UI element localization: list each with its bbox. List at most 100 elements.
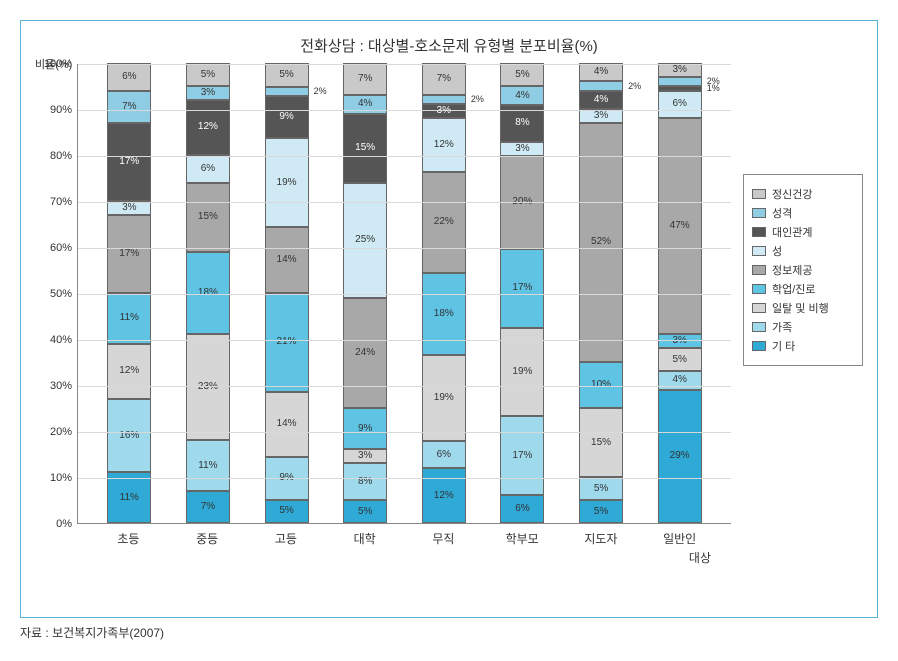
legend-swatch [752, 265, 766, 275]
segment-label: 4% [594, 95, 608, 105]
segment-label: 5% [201, 70, 215, 80]
legend-item: 일탈 및 비행 [752, 300, 854, 316]
bar-segment: 15% [343, 114, 387, 183]
segment-label: 6% [515, 504, 529, 514]
y-tick-label: 60% [38, 242, 72, 254]
bar-segment: 25% [343, 183, 387, 298]
segment-label: 2% [628, 82, 641, 91]
bar-segment: 5% [265, 500, 309, 523]
segment-label: 24% [355, 348, 375, 358]
segment-label: 3% [672, 336, 686, 346]
bar-segment: 12% [422, 468, 466, 523]
bar-segment: 2% [265, 87, 309, 96]
y-tick-label: 100% [38, 58, 72, 70]
legend-swatch [752, 227, 766, 237]
legend-label: 성격 [772, 205, 792, 221]
legend-label: 학업/진로 [772, 281, 816, 297]
y-tick-label: 70% [38, 196, 72, 208]
segment-label: 23% [198, 382, 218, 392]
segment-label: 17% [512, 451, 532, 461]
bar-segment: 3% [658, 63, 702, 77]
segment-label: 6% [122, 72, 136, 82]
segment-label: 19% [434, 393, 454, 403]
segment-label: 3% [201, 88, 215, 98]
bar-segment: 3% [186, 86, 230, 100]
segment-label: 3% [122, 203, 136, 213]
segment-label: 7% [437, 74, 451, 84]
bar-segment: 16% [107, 399, 151, 473]
bar-segment: 21% [265, 293, 309, 392]
segment-label: 10% [591, 380, 611, 390]
segment-label: 5% [594, 484, 608, 494]
y-tick-label: 30% [38, 380, 72, 392]
legend-swatch [752, 208, 766, 218]
legend-item: 학업/진로 [752, 281, 854, 297]
legend-swatch [752, 322, 766, 332]
bar-segment: 5% [658, 348, 702, 371]
segment-label: 19% [512, 367, 532, 377]
segment-label: 12% [434, 140, 454, 150]
bar-segment: 52% [579, 123, 623, 362]
segment-label: 4% [515, 91, 529, 101]
bar-segment: 4% [579, 63, 623, 81]
segment-label: 5% [515, 70, 529, 80]
y-tick-label: 40% [38, 334, 72, 346]
bar-segment: 2% [579, 81, 623, 90]
segment-label: 17% [119, 249, 139, 259]
segment-label: 12% [434, 491, 454, 501]
legend-label: 성 [772, 243, 782, 259]
segment-label: 11% [120, 313, 139, 323]
bar-segment: 6% [186, 155, 230, 183]
bar-segment: 24% [343, 298, 387, 408]
segment-label: 15% [591, 438, 611, 448]
x-axis-labels: 초등중등고등대학무직학부모지도자일반인 [77, 524, 731, 547]
bar-segment: 5% [500, 63, 544, 86]
segment-label: 18% [434, 309, 454, 319]
x-tick-label: 지도자 [571, 530, 631, 547]
bar-segment: 5% [579, 500, 623, 523]
segment-label: 12% [198, 122, 218, 132]
grid-line [78, 248, 731, 249]
bar-segment: 3% [579, 109, 623, 123]
bar-segment: 6% [658, 91, 702, 119]
legend-item: 정신건강 [752, 186, 854, 202]
plot-wrap: 11% 16% 12% 11% 17% 3% 17% 7% 6% 7% 11% 23% 18% 15% 6%… [77, 64, 731, 566]
y-tick-label: 0% [38, 518, 72, 530]
legend-label: 대인관계 [772, 224, 812, 240]
plot-area: 11% 16% 12% 11% 17% 3% 17% 7% 6% 7% 11% 23% 18% 15% 6%… [77, 64, 731, 524]
bar-segment: 7% [186, 491, 230, 523]
segment-label: 4% [594, 67, 608, 77]
grid-line [78, 386, 731, 387]
grid-line [78, 110, 731, 111]
segment-label: 5% [279, 506, 293, 516]
bar-segment: 17% [500, 416, 544, 495]
grid-line [78, 294, 731, 295]
segment-label: 15% [198, 212, 218, 222]
bar-segment: 6% [500, 495, 544, 523]
x-tick-label: 학부모 [492, 530, 552, 547]
segment-label: 47% [670, 221, 690, 231]
legend-item: 대인관계 [752, 224, 854, 240]
segment-label: 11% [120, 493, 139, 503]
grid-line [78, 64, 731, 65]
x-tick-label: 초등 [98, 530, 158, 547]
segment-label: 11% [198, 461, 217, 471]
bar-segment: 23% [186, 334, 230, 440]
x-tick-label: 무직 [413, 530, 473, 547]
segment-label: 21% [277, 337, 297, 347]
segment-label: 25% [355, 235, 375, 245]
segment-label: 6% [201, 164, 215, 174]
x-axis-title: 대상 [77, 549, 731, 566]
x-tick-label: 중등 [177, 530, 237, 547]
bar-segment: 9% [265, 96, 309, 138]
legend-item: 성 [752, 243, 854, 259]
segment-label: 12% [119, 366, 139, 376]
bar-segment: 6% [422, 441, 466, 468]
segment-label: 52% [591, 237, 611, 247]
bar-segment: 3% [343, 449, 387, 463]
segment-label: 22% [434, 217, 454, 227]
segment-label: 7% [358, 74, 372, 84]
segment-label: 17% [119, 157, 139, 167]
chart-frame: 전화상담 : 대상별-호소문제 유형별 분포비율(%) 비율(%) 11%16%… [20, 20, 878, 618]
legend-label: 가족 [772, 319, 792, 335]
